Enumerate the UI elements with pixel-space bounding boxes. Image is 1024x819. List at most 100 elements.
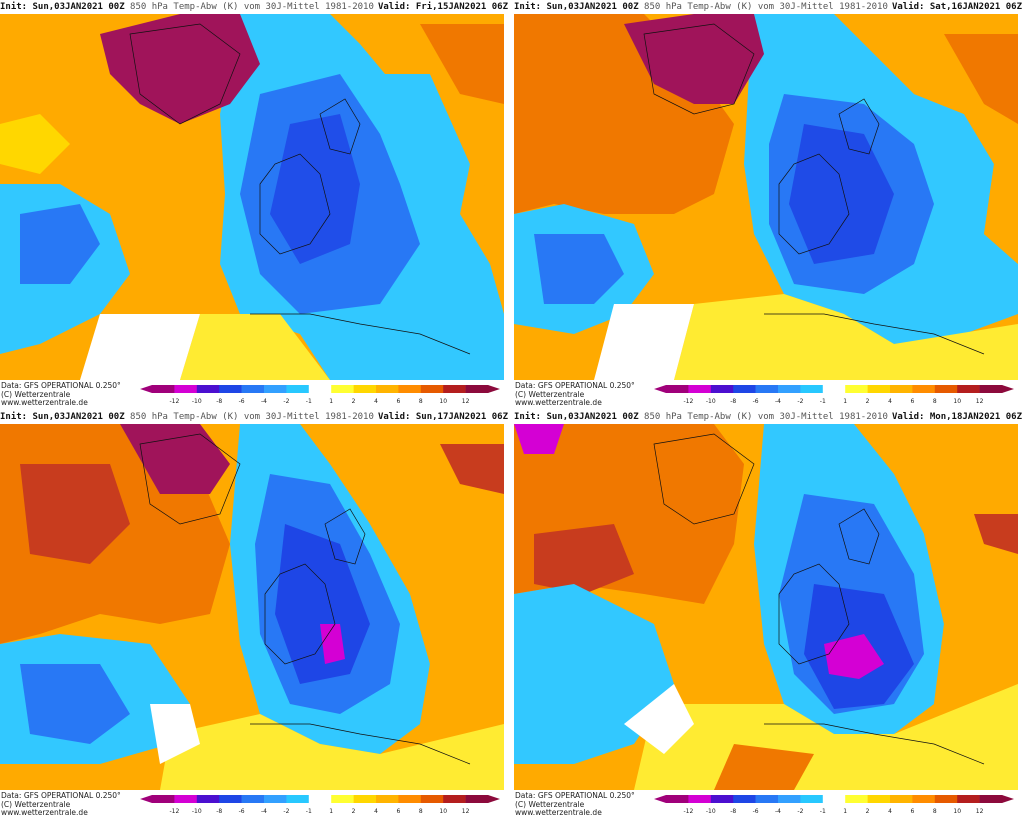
legend-tick-label: -8 <box>216 398 222 405</box>
init-time: Init: Sun,03JAN2021 00Z <box>0 412 125 422</box>
legend-swatch <box>331 385 354 393</box>
legend-tick-label: -1 <box>306 808 312 815</box>
legend-swatch <box>867 795 891 803</box>
legend-arrow-low <box>654 385 666 393</box>
legend-tick-label: 8 <box>933 398 937 405</box>
copyright-label: (C) Wetterzentrale <box>515 389 585 399</box>
legend-tick-label: -2 <box>797 808 803 815</box>
legend-swatch <box>688 795 712 803</box>
legend-swatch <box>800 385 824 393</box>
legend-tick-label: -6 <box>239 808 245 815</box>
legend-swatch <box>331 795 354 803</box>
legend-swatch <box>957 795 980 803</box>
legend-tick-label: -6 <box>753 808 759 815</box>
legend-swatch <box>733 795 756 803</box>
init-time: Init: Sun,03JAN2021 00Z <box>514 412 639 422</box>
legend-swatch <box>152 385 175 393</box>
legend-swatch <box>822 795 846 803</box>
legend-swatch <box>912 385 936 393</box>
legend-swatch <box>845 385 868 393</box>
legend-swatch <box>398 795 422 803</box>
legend-swatch <box>219 795 242 803</box>
legend-tick-label: -10 <box>706 808 716 815</box>
legend-tick-label: -6 <box>239 398 245 405</box>
legend-swatch <box>174 795 198 803</box>
legend-tick-label: 6 <box>396 398 400 405</box>
valid-time: Valid: Sat,16JAN2021 06Z <box>891 2 1022 12</box>
panel-header: Init: Sun,03JAN2021 00Z 850 hPa Temp-Abw… <box>514 0 1024 14</box>
legend-tick-label: 10 <box>953 808 961 815</box>
website-label: www.wetterzentrale.de <box>515 398 602 407</box>
legend-tick-label: 2 <box>352 808 356 815</box>
legend-tick-label: 1 <box>329 808 333 815</box>
legend-tick-label: 4 <box>888 808 892 815</box>
legend-tick-label: 1 <box>843 808 847 815</box>
copyright-label: (C) Wetterzentrale <box>515 799 585 809</box>
legend-swatch <box>353 795 377 803</box>
website-label: www.wetterzentrale.de <box>1 398 88 407</box>
legend-tick-label: -4 <box>775 808 781 815</box>
legend-tick-label: -4 <box>261 808 267 815</box>
legend-swatch <box>979 385 1003 393</box>
panel-footer: Data: GFS OPERATIONAL 0.250° (C) Wetterz… <box>514 790 1024 818</box>
legend-swatch <box>241 385 265 393</box>
map-panel-2: Init: Sun,03JAN2021 00Z 850 hPa Temp-Abw… <box>514 0 1024 408</box>
legend-swatch <box>755 385 779 393</box>
legend-tick-label: -10 <box>192 398 202 405</box>
field-description: 850 hPa Temp-Abw (K) vom 30J-Mittel 1981… <box>644 2 888 12</box>
data-source-label: Data: GFS OPERATIONAL 0.250° <box>1 791 121 800</box>
copyright-label: (C) Wetterzentrale <box>1 389 71 399</box>
legend-swatch <box>443 795 466 803</box>
legend-tick-label: -2 <box>283 808 289 815</box>
panel-header: Init: Sun,03JAN2021 00Z 850 hPa Temp-Abw… <box>0 410 510 424</box>
legend-tick-label: 12 <box>462 398 470 405</box>
legend-swatch <box>286 795 310 803</box>
legend-tick-label: 8 <box>419 808 423 815</box>
legend-tick-label: -4 <box>261 398 267 405</box>
legend-tick-label: 1 <box>329 398 333 405</box>
legend-tick-label: -2 <box>797 398 803 405</box>
legend-tick-label: 12 <box>976 808 984 815</box>
temperature-anomaly-map <box>514 14 1018 380</box>
legend-tick-label: 6 <box>396 808 400 815</box>
color-legend: -12 -10 -8 -6 -4 -2 -1 1 2 4 6 8 10 12 <box>654 385 1014 405</box>
legend-swatch <box>465 795 489 803</box>
legend-tick-label: -12 <box>169 808 179 815</box>
legend-tick-label: 12 <box>976 398 984 405</box>
legend-arrow-high <box>1002 795 1014 803</box>
legend-tick-label: 4 <box>374 398 378 405</box>
field-description: 850 hPa Temp-Abw (K) vom 30J-Mittel 1981… <box>130 412 374 422</box>
panel-header: Init: Sun,03JAN2021 00Z 850 hPa Temp-Abw… <box>0 0 510 14</box>
website-label: www.wetterzentrale.de <box>515 808 602 817</box>
copyright-label: (C) Wetterzentrale <box>1 799 71 809</box>
legend-swatch <box>286 385 310 393</box>
legend-swatch <box>443 385 466 393</box>
legend-swatch <box>420 385 444 393</box>
legend-tick-label: -8 <box>216 808 222 815</box>
legend-swatch <box>308 795 332 803</box>
legend-tick-label: -12 <box>169 398 179 405</box>
legend-swatch <box>733 385 756 393</box>
legend-tick-label: -4 <box>775 398 781 405</box>
legend-tick-label: 10 <box>439 808 447 815</box>
legend-tick-label: -6 <box>753 398 759 405</box>
data-source-label: Data: GFS OPERATIONAL 0.250° <box>515 791 635 800</box>
legend-arrow-low <box>140 385 152 393</box>
legend-tick-label: -1 <box>820 808 826 815</box>
legend-swatch <box>376 795 399 803</box>
valid-time: Valid: Fri,15JAN2021 06Z <box>377 2 508 12</box>
legend-swatch <box>196 795 220 803</box>
legend-swatch <box>800 795 824 803</box>
legend-swatch <box>845 795 868 803</box>
legend-tick-label: 6 <box>910 808 914 815</box>
legend-tick-label: -2 <box>283 398 289 405</box>
legend-tick-label: 2 <box>352 398 356 405</box>
legend-swatch <box>710 795 734 803</box>
legend-swatch <box>778 385 801 393</box>
panel-footer: Data: GFS OPERATIONAL 0.250° (C) Wetterz… <box>0 380 510 408</box>
website-label: www.wetterzentrale.de <box>1 808 88 817</box>
legend-swatch <box>778 795 801 803</box>
legend-arrow-high <box>1002 385 1014 393</box>
legend-swatch <box>979 795 1003 803</box>
legend-arrow-high <box>488 385 500 393</box>
